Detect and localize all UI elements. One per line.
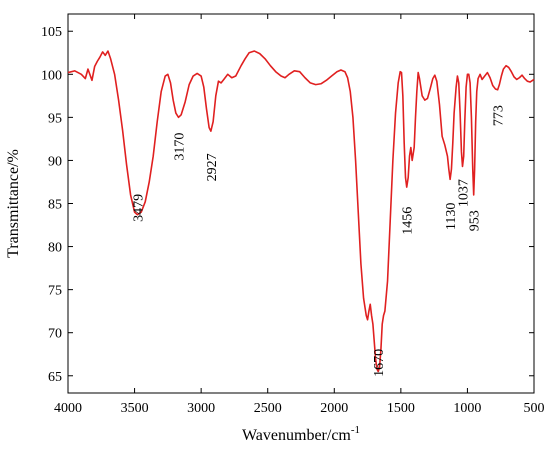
plot-area: 65 70 75 80 85 90 95 100 105 4000 3500 3000 2500 200…: [41, 13, 545, 416]
peak-label-3479: 3479: [131, 194, 146, 222]
y-tick-label: 90: [48, 154, 62, 169]
x-tick-label: 1500: [387, 401, 415, 416]
peak-label-953: 953: [468, 210, 483, 231]
x-axis-title: Wavenumber/cm-1: [242, 424, 360, 444]
x-tick-label: 500: [524, 401, 545, 416]
y-tick-label: 70: [48, 327, 62, 342]
y-tick-label: 80: [48, 241, 62, 256]
x-tick-label: 1000: [453, 401, 481, 416]
peak-label-1037: 1037: [457, 179, 472, 207]
x-axis-title-superscript: -1: [351, 424, 360, 436]
peak-label-773: 773: [492, 105, 507, 126]
y-tick-label: 95: [48, 111, 62, 126]
y-tick-label: 65: [48, 370, 62, 385]
peak-label-1130: 1130: [444, 203, 459, 230]
peak-label-1670: 1670: [372, 349, 387, 377]
peak-label-2927: 2927: [205, 153, 220, 181]
y-tick-label: 85: [48, 198, 62, 213]
x-tick-label: 4000: [54, 401, 82, 416]
x-axis-ticks: 4000 3500 3000 2500 2000 1500 1000 500: [54, 14, 545, 416]
spectrum-line: [67, 50, 535, 373]
y-tick-label: 75: [48, 284, 62, 299]
y-axis-title: Transmittance/%: [5, 149, 22, 258]
y-tick-label: 105: [41, 25, 62, 40]
x-tick-label: 2500: [254, 401, 282, 416]
x-tick-label: 3500: [121, 401, 149, 416]
x-tick-label: 2000: [320, 401, 348, 416]
peak-label-1456: 1456: [401, 207, 416, 235]
x-tick-label: 3000: [187, 401, 215, 416]
x-axis-title-base: Wavenumber/cm: [242, 427, 351, 444]
y-tick-label: 100: [41, 68, 62, 83]
y-axis-ticks: 65 70 75 80 85 90 95 100 105: [41, 25, 534, 385]
peak-label-3170: 3170: [173, 133, 188, 161]
